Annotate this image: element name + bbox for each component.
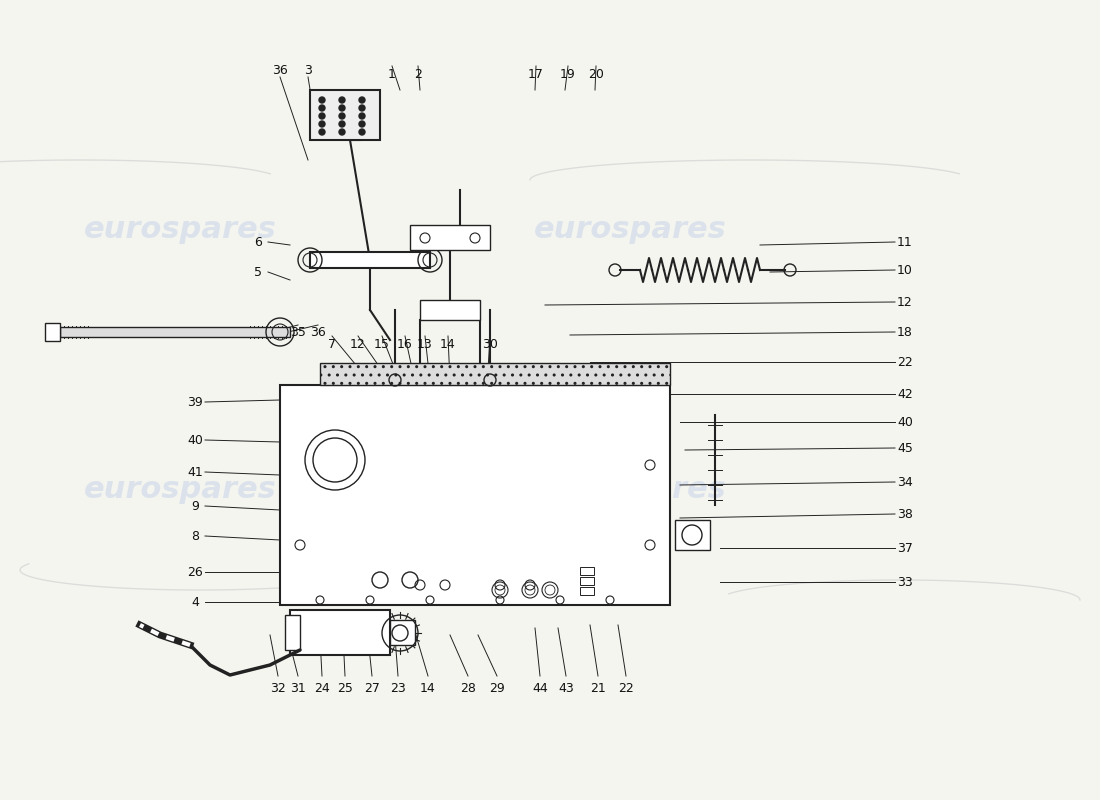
Text: 22: 22 xyxy=(618,682,634,694)
Text: 12: 12 xyxy=(350,338,366,350)
Text: 7: 7 xyxy=(328,338,336,350)
Text: 36: 36 xyxy=(310,326,326,338)
Text: 14: 14 xyxy=(420,682,436,694)
Text: 5: 5 xyxy=(254,266,262,278)
Text: 27: 27 xyxy=(364,682,380,694)
Text: 40: 40 xyxy=(187,434,202,446)
Text: 45: 45 xyxy=(898,442,913,454)
Text: 42: 42 xyxy=(898,387,913,401)
Circle shape xyxy=(319,113,324,119)
Circle shape xyxy=(339,113,345,119)
Text: 11: 11 xyxy=(898,235,913,249)
Text: 12: 12 xyxy=(898,295,913,309)
Text: 10: 10 xyxy=(898,263,913,277)
Text: 30: 30 xyxy=(482,338,498,350)
Bar xyxy=(580,577,594,585)
Text: 8: 8 xyxy=(191,530,199,542)
Bar xyxy=(45,323,60,341)
Circle shape xyxy=(319,97,324,103)
Bar xyxy=(320,363,670,385)
Text: 17: 17 xyxy=(528,67,543,81)
Bar xyxy=(285,615,300,650)
Text: eurospares: eurospares xyxy=(84,215,276,245)
Text: 14: 14 xyxy=(440,338,455,350)
Bar xyxy=(420,300,480,320)
Text: eurospares: eurospares xyxy=(84,475,276,505)
Text: 19: 19 xyxy=(560,67,576,81)
Text: 24: 24 xyxy=(315,682,330,694)
Text: 44: 44 xyxy=(532,682,548,694)
Bar xyxy=(675,520,710,550)
Bar xyxy=(580,567,594,575)
Circle shape xyxy=(319,121,324,127)
Text: 36: 36 xyxy=(272,63,288,77)
Text: eurospares: eurospares xyxy=(534,215,726,245)
Circle shape xyxy=(339,105,345,111)
Text: 13: 13 xyxy=(417,338,433,350)
Text: 35: 35 xyxy=(290,326,306,338)
Bar xyxy=(60,327,290,337)
Text: 34: 34 xyxy=(898,475,913,489)
Text: 38: 38 xyxy=(898,507,913,521)
Text: 26: 26 xyxy=(187,566,202,578)
Text: 22: 22 xyxy=(898,355,913,369)
Text: 3: 3 xyxy=(304,63,312,77)
Text: 15: 15 xyxy=(374,338,389,350)
Circle shape xyxy=(359,113,365,119)
Bar xyxy=(310,90,380,140)
Bar xyxy=(390,620,415,645)
Bar xyxy=(310,252,430,268)
Text: 29: 29 xyxy=(490,682,505,694)
Circle shape xyxy=(359,121,365,127)
Bar xyxy=(580,587,594,595)
Text: 2: 2 xyxy=(414,67,422,81)
Circle shape xyxy=(339,129,345,135)
Text: 9: 9 xyxy=(191,499,199,513)
Bar xyxy=(280,385,670,605)
Text: 1: 1 xyxy=(388,67,396,81)
Text: 4: 4 xyxy=(191,595,199,609)
Bar xyxy=(290,610,390,655)
Text: 20: 20 xyxy=(588,67,604,81)
Circle shape xyxy=(339,97,345,103)
Circle shape xyxy=(359,97,365,103)
Text: 37: 37 xyxy=(898,542,913,554)
Text: eurospares: eurospares xyxy=(534,475,726,505)
Circle shape xyxy=(319,129,324,135)
Bar xyxy=(410,225,490,250)
Text: 43: 43 xyxy=(558,682,574,694)
Text: 16: 16 xyxy=(397,338,412,350)
Text: 40: 40 xyxy=(898,415,913,429)
Circle shape xyxy=(319,105,324,111)
Text: 23: 23 xyxy=(390,682,406,694)
Text: 25: 25 xyxy=(337,682,353,694)
Circle shape xyxy=(339,121,345,127)
Text: 6: 6 xyxy=(254,235,262,249)
Text: 41: 41 xyxy=(187,466,202,478)
Text: 31: 31 xyxy=(290,682,306,694)
Text: 28: 28 xyxy=(460,682,476,694)
Circle shape xyxy=(359,105,365,111)
Text: 39: 39 xyxy=(187,395,202,409)
Text: 18: 18 xyxy=(898,326,913,338)
Text: 33: 33 xyxy=(898,575,913,589)
Text: 21: 21 xyxy=(590,682,606,694)
Text: 32: 32 xyxy=(271,682,286,694)
Circle shape xyxy=(359,129,365,135)
